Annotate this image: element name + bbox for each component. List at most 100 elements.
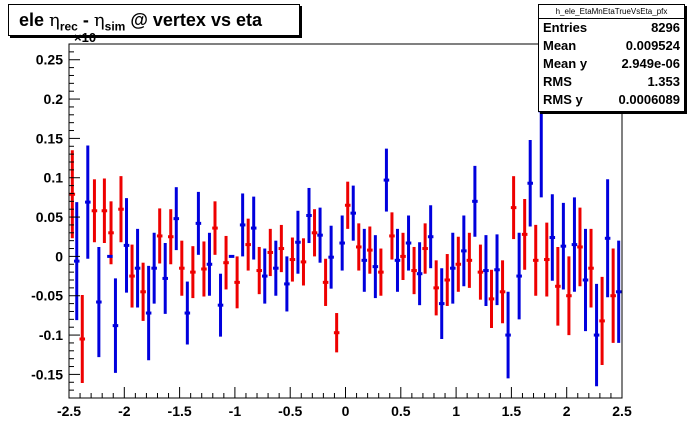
series-red — [69, 150, 616, 384]
data-point — [610, 248, 616, 343]
data-point — [156, 208, 163, 264]
data-point — [599, 276, 605, 365]
data-point — [367, 226, 373, 274]
data-point — [389, 212, 395, 260]
data-point — [555, 246, 561, 326]
data-point — [450, 232, 456, 304]
data-point — [361, 228, 368, 292]
data-point — [433, 260, 439, 316]
data-point — [179, 240, 185, 296]
data-point — [494, 234, 500, 306]
data-point — [588, 228, 594, 308]
x-tick-label: 0.5 — [391, 403, 411, 419]
x-tick-label: -2.5 — [57, 403, 81, 419]
data-point — [505, 291, 511, 379]
data-point — [472, 165, 478, 237]
x-tick-label: 1.5 — [502, 403, 522, 419]
x-tick-label: 0 — [342, 403, 350, 419]
data-point — [577, 207, 583, 287]
data-point — [145, 265, 152, 361]
stats-label: RMS — [543, 74, 572, 89]
data-point — [195, 191, 202, 255]
data-point — [416, 242, 423, 306]
data-point — [378, 248, 384, 296]
title-suffix: @ vertex vs eta — [125, 10, 262, 30]
data-point — [162, 243, 168, 314]
data-point — [108, 201, 114, 265]
data-point — [488, 269, 495, 328]
title-eta-symbol-1: η — [49, 10, 60, 31]
x-tick-label: -0.5 — [278, 403, 302, 419]
stats-histogram-name: h_ele_EtaMnEtaTrueVsEta_pfx — [539, 5, 684, 19]
series-blue — [73, 24, 622, 387]
data-point — [201, 241, 207, 297]
data-point — [206, 232, 213, 296]
data-point — [295, 210, 301, 274]
title-subscript-sim: sim — [104, 19, 126, 34]
data-point — [118, 176, 124, 243]
stats-value: 8296 — [651, 20, 680, 35]
stats-label: RMS y — [543, 92, 583, 107]
data-point — [333, 313, 340, 353]
data-point — [85, 145, 91, 259]
data-point — [328, 225, 334, 289]
data-point — [129, 244, 135, 308]
y-tick-label: 0.25 — [36, 52, 63, 68]
stats-row-mean-y: Mean y 2.949e-06 — [539, 55, 684, 73]
x-tick-label: -1.5 — [168, 403, 192, 419]
stats-label: Entries — [543, 20, 588, 35]
y-tick-label: -0.1 — [39, 327, 63, 343]
data-point — [411, 246, 417, 295]
chart-title: ele ηrec - ηsim @ vertex vs eta — [8, 4, 300, 36]
stats-label: Mean — [543, 38, 577, 53]
data-point — [261, 248, 268, 304]
data-point — [317, 207, 323, 263]
data-point — [73, 202, 80, 321]
data-point — [212, 201, 218, 255]
data-point — [217, 273, 224, 337]
data-point — [593, 283, 600, 387]
x-tick-label: -1 — [229, 403, 242, 419]
data-point — [239, 193, 246, 257]
data-point — [250, 196, 257, 260]
data-point — [91, 179, 98, 243]
data-point — [566, 256, 572, 336]
data-point — [190, 246, 196, 299]
y-tick-label: 0.05 — [36, 209, 63, 225]
y-axis-exponent-label: ×10 — [74, 30, 97, 45]
stats-row-mean: Mean 0.009524 — [539, 37, 684, 55]
stats-label: Mean y — [543, 56, 588, 71]
stats-value: 2.949e-06 — [621, 56, 680, 71]
data-point — [405, 215, 412, 271]
y-tick-label: 0.1 — [44, 170, 64, 186]
y-tick-label: 0.15 — [36, 130, 63, 146]
y-tick-label: 0 — [55, 248, 63, 264]
data-point — [544, 222, 550, 297]
data-point — [69, 150, 76, 239]
data-point — [234, 256, 240, 309]
x-tick-label: 2 — [563, 403, 571, 419]
title-eta-symbol-2: η — [93, 10, 105, 31]
data-point — [499, 260, 506, 324]
stats-row-entries: Entries 8296 — [539, 19, 684, 37]
stats-value: 1.353 — [647, 74, 680, 89]
data-point — [444, 254, 451, 306]
data-point — [400, 232, 406, 280]
data-point — [571, 197, 578, 292]
data-point — [134, 228, 141, 308]
data-point — [466, 232, 473, 288]
x-tick-label: 2.5 — [612, 403, 632, 419]
data-point — [483, 235, 489, 306]
stats-row-rms: RMS 1.353 — [539, 73, 684, 91]
data-point — [151, 232, 157, 304]
data-point — [344, 181, 351, 229]
title-subscript-rec: rec — [59, 19, 78, 34]
data-point — [461, 215, 467, 287]
y-tick-label: -0.15 — [31, 366, 63, 382]
data-point — [96, 246, 102, 358]
data-point — [604, 179, 611, 298]
data-point — [394, 228, 401, 292]
data-point — [615, 240, 622, 343]
title-minus: - — [77, 10, 94, 30]
